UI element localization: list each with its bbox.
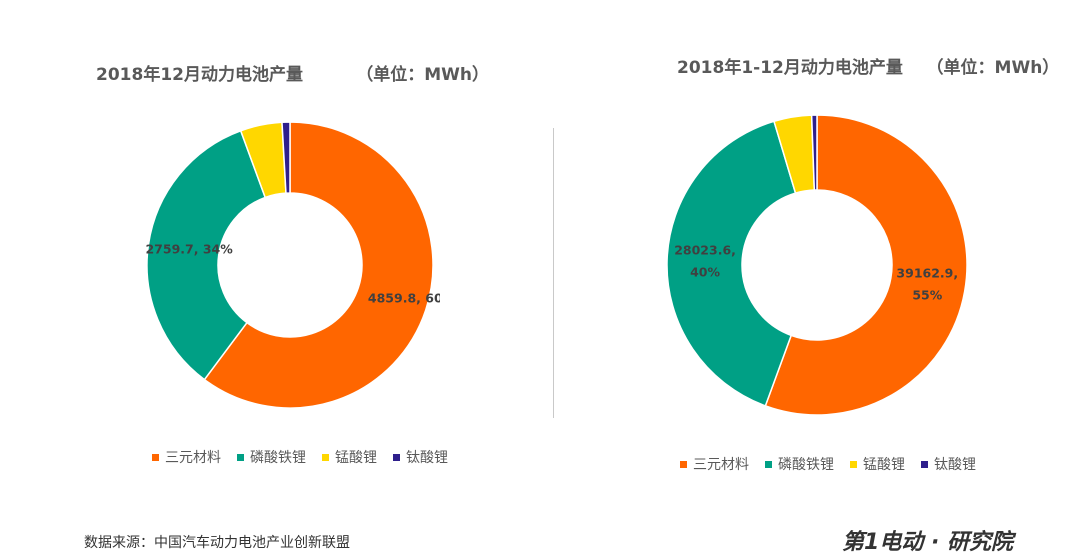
data-source-note: 数据来源：中国汽车动力电池产业创新联盟 — [84, 535, 350, 551]
legend-item: 锰酸锂 — [322, 447, 377, 467]
slice-data-label: 28023.6, 40% — [674, 243, 736, 280]
donut-slice-1 — [764, 114, 968, 416]
legend-annual: 三元材料 磷酸铁锂 锰酸锂 钛酸锂 — [680, 454, 976, 474]
chart-divider — [553, 128, 554, 418]
donut-chart-monthly: 4859.8, 60% 2759.7, 34% — [145, 121, 440, 409]
legend-label: 三元材料 — [693, 457, 749, 473]
legend-monthly: 三元材料 磷酸铁锂 锰酸锂 钛酸锂 — [152, 447, 448, 467]
slice-data-label: 4859.8, 60% — [368, 291, 440, 306]
legend-label: 锰酸锂 — [863, 457, 905, 473]
legend-item: 三元材料 — [152, 447, 221, 467]
slice-data-label: 39162.9, 55% — [896, 266, 958, 303]
legend-swatch — [393, 453, 400, 461]
legend-label: 磷酸铁锂 — [250, 450, 306, 466]
legend-label: 钛酸锂 — [934, 457, 976, 473]
legend-swatch — [765, 460, 772, 468]
donut-slice-2 — [146, 129, 267, 381]
chart-title-annual: 2018年1-12月动力电池产量 （单位：MWh） — [677, 58, 1060, 78]
legend-swatch — [680, 460, 687, 468]
legend-swatch — [322, 453, 329, 461]
legend-item: 钛酸锂 — [921, 454, 976, 474]
legend-item: 锰酸锂 — [850, 454, 905, 474]
donut-slice-2 — [666, 120, 797, 407]
legend-label: 三元材料 — [165, 450, 221, 466]
legend-swatch — [237, 453, 244, 461]
legend-label: 磷酸铁锂 — [778, 457, 834, 473]
legend-swatch — [152, 453, 159, 461]
legend-label: 锰酸锂 — [335, 450, 377, 466]
legend-item: 磷酸铁锂 — [765, 454, 834, 474]
legend-swatch — [850, 460, 857, 468]
donut-slice-4 — [281, 121, 291, 194]
donut-slice-1 — [203, 121, 434, 409]
chart-title-monthly: 2018年12月动力电池产量 （单位：MWh） — [96, 65, 490, 85]
brand-logo: 第1电动 · 研究院 — [842, 530, 1013, 555]
legend-item: 钛酸锂 — [393, 447, 448, 467]
legend-item: 磷酸铁锂 — [237, 447, 306, 467]
donut-chart-annual: 39162.9, 55% 28023.6, 40% — [666, 114, 968, 416]
slice-data-label: 2759.7, 34% — [145, 242, 233, 257]
donut-slice-4 — [810, 114, 818, 191]
legend-label: 钛酸锂 — [406, 450, 448, 466]
legend-item: 三元材料 — [680, 454, 749, 474]
legend-swatch — [921, 460, 928, 468]
